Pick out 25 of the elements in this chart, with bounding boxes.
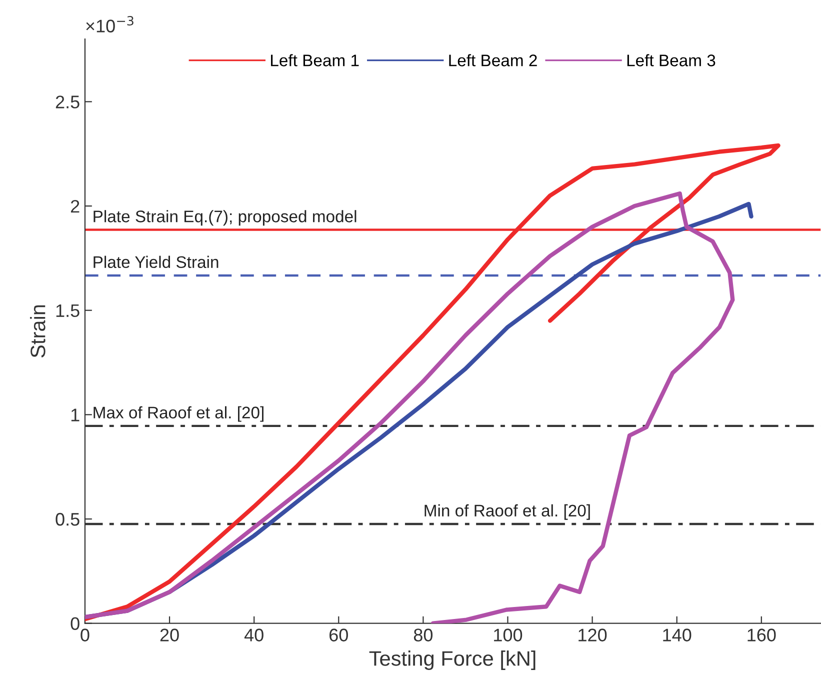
x-tick-label: 120 [578, 628, 607, 642]
y-tick-label: 1 [71, 408, 80, 422]
legend-label: Left Beam 3 [627, 54, 716, 66]
y-tick-label: 0 [70, 617, 80, 630]
legend-label: Left Beam 2 [449, 54, 537, 66]
x-tick-label: 80 [414, 628, 433, 642]
ref-line-label: Max of Raoof et al. [20] [94, 406, 264, 422]
y-tick-label: 0.5 [56, 512, 80, 526]
x-tick-label: 20 [160, 628, 179, 642]
x-tick-label: 160 [748, 628, 776, 642]
legend-label: Left Beam 1 [271, 54, 359, 66]
x-axis-title: Testing Force [kN] [369, 650, 536, 670]
x-tick-label: 0 [80, 628, 90, 642]
text: ×10$^{−3}$ [86, 16, 134, 32]
ref-line-label: Min of Raoof et al. [20] [424, 504, 590, 520]
x-tick-label: 100 [494, 628, 522, 642]
y-tick-label: 1.5 [56, 304, 80, 318]
y-tick-label: 2 [70, 200, 80, 213]
ref-line-label: Plate Yield Strain [94, 256, 218, 268]
x-tick-label: 40 [244, 628, 264, 642]
ref-line-label: Plate Strain Eq.(7); proposed model [94, 210, 356, 226]
y-axis-title: Strain [30, 305, 46, 358]
x-tick-label: 60 [330, 628, 348, 642]
x-tick-label: 140 [663, 628, 692, 642]
y-tick-label: 2.5 [56, 96, 80, 108]
